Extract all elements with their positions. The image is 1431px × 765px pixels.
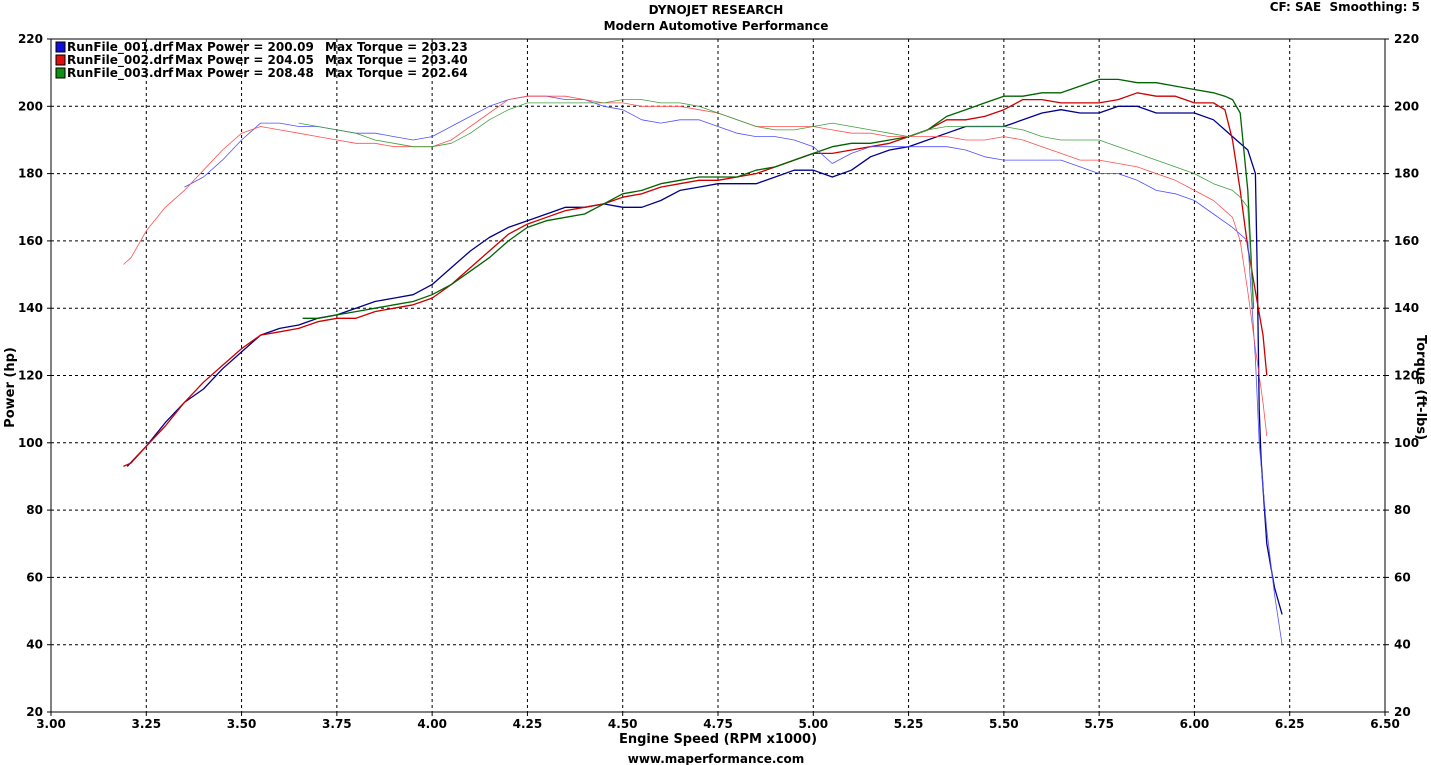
- runfile-002-drf-power-line: [123, 92, 1268, 467]
- y-tick-label-right: 80: [1394, 503, 1411, 517]
- y-tick-label-right: 120: [1394, 369, 1419, 383]
- legend-entry-run: RunFile_001.drf: [67, 40, 174, 55]
- legend-entry-max-power: Max Power = 204.05: [175, 53, 314, 67]
- legend-entry-run: RunFile_002.drf: [67, 53, 174, 68]
- x-tick-label: 3.75: [322, 717, 352, 731]
- chart-title: DYNOJET RESEARCH: [649, 3, 784, 17]
- legend-swatch: [55, 54, 66, 66]
- legend-entry-max-torque: Max Torque = 203.40: [325, 53, 468, 67]
- runfile-003-drf-torque-line: [298, 99, 1254, 309]
- runfile-001-drf-torque-line: [184, 95, 1283, 645]
- y-tick-label-right: 200: [1394, 99, 1419, 113]
- y-axis-right-label: Torque (ft-lbs): [1413, 335, 1428, 440]
- x-tick-label: 3.50: [227, 717, 257, 731]
- x-tick-label: 6.00: [1180, 717, 1210, 731]
- y-axis-left-label: Power (hp): [3, 347, 18, 428]
- y-tick-label-left: 100: [18, 436, 43, 450]
- x-tick-label: 5.75: [1084, 717, 1114, 731]
- legend-entry-max-torque: Max Torque = 202.64: [325, 66, 468, 80]
- series-lines: [123, 78, 1283, 645]
- y-tick-label-left: 140: [18, 301, 43, 315]
- x-tick-label: 5.25: [894, 717, 924, 731]
- x-tick-label: 4.00: [417, 717, 447, 731]
- legend: RunFile_001.drf Max Power = 200.09 Max Tor…: [55, 40, 468, 81]
- y-tick-label-left: 40: [26, 638, 43, 652]
- y-tick-label-right: 180: [1394, 167, 1419, 181]
- legend-entry-max-power: Max Power = 200.09: [175, 40, 314, 54]
- y-tick-label-right: 220: [1394, 32, 1419, 46]
- x-axis-label: Engine Speed (RPM x1000): [619, 732, 817, 747]
- x-tick-label: 5.50: [989, 717, 1019, 731]
- x-tick-label: 6.50: [1370, 717, 1400, 731]
- y-tick-label-left: 220: [18, 32, 43, 46]
- y-tick-label-left: 120: [18, 369, 43, 383]
- legend-swatch: [55, 67, 66, 79]
- x-tick-label: 4.75: [703, 717, 733, 731]
- y-tick-label-left: 160: [18, 234, 43, 248]
- x-tick-label: 4.50: [608, 717, 638, 731]
- legend-swatch: [55, 41, 66, 53]
- runfile-001-drf-power-line: [126, 105, 1283, 615]
- legend-entry-run: RunFile_003.drf: [67, 66, 174, 81]
- footer-url: www.maperformance.com: [628, 752, 805, 765]
- grid: [51, 39, 1385, 712]
- x-tick-label: 4.25: [513, 717, 543, 731]
- runfile-003-drf-power-line: [302, 78, 1255, 319]
- runfile-002-drf-torque-line: [123, 95, 1268, 437]
- cf-smoothing-label: CF: SAE Smoothing: 5: [1270, 0, 1420, 14]
- legend-entry-max-torque: Max Torque = 203.23: [325, 40, 468, 54]
- x-tick-label: 3.00: [36, 717, 66, 731]
- y-tick-label-right: 60: [1394, 570, 1411, 584]
- y-tick-label-left: 80: [26, 503, 43, 517]
- x-tick-label: 5.00: [798, 717, 828, 731]
- ticks: 3.00 3.25 3.50 3.75 4.00 4.25 4.50 4.75 5.00 5.25…: [18, 32, 1419, 731]
- y-tick-label-left: 180: [18, 167, 43, 181]
- y-tick-label-left: 60: [26, 570, 43, 584]
- chart-subtitle: Modern Automotive Performance: [604, 19, 829, 33]
- y-tick-label-right: 20: [1394, 705, 1411, 719]
- y-tick-label-left: 20: [26, 705, 43, 719]
- y-tick-label-right: 100: [1394, 436, 1419, 450]
- y-tick-label-left: 200: [18, 99, 43, 113]
- x-tick-label: 6.25: [1275, 717, 1305, 731]
- y-tick-label-right: 140: [1394, 301, 1419, 315]
- y-tick-label-right: 40: [1394, 638, 1411, 652]
- legend-entry-max-power: Max Power = 208.48: [175, 66, 314, 80]
- y-tick-label-right: 160: [1394, 234, 1419, 248]
- x-tick-label: 3.25: [131, 717, 161, 731]
